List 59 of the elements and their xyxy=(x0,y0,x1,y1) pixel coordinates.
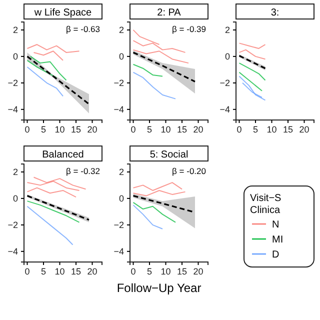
annotation: β = -0.63 xyxy=(66,24,100,34)
x-tick-label: 10 xyxy=(160,266,171,276)
x-tick-label: 10 xyxy=(160,124,171,134)
chart-title: w Life Space xyxy=(33,8,92,18)
y-tick-label: 2 xyxy=(224,24,230,35)
y-tick-label: 0 xyxy=(118,51,124,62)
x-tick-label: 0 xyxy=(236,124,242,134)
x-tick-label: 20 xyxy=(299,124,310,134)
x-tick-label: 15 xyxy=(176,266,188,276)
y-tick-label: −2 xyxy=(114,78,124,88)
y-tick-label: −2 xyxy=(220,78,230,88)
y-tick-label: −4 xyxy=(114,104,124,114)
y-tick-label: 0 xyxy=(12,193,18,204)
y-tick-label: 2 xyxy=(12,166,18,177)
x-tick-label: 10 xyxy=(266,124,277,134)
chart-title: 3: xyxy=(270,8,280,18)
x-axis-title: Follow−Up Year xyxy=(116,281,202,295)
x-tick-label: 5 xyxy=(252,124,258,134)
y-tick-label: −4 xyxy=(8,104,18,114)
chart-title: 5: Social xyxy=(150,150,188,160)
x-tick-label: 5 xyxy=(40,124,46,134)
x-tick-label: 20 xyxy=(193,124,204,134)
y-tick-label: −4 xyxy=(114,246,124,256)
x-tick-label: 10 xyxy=(54,124,65,134)
x-tick-label: 20 xyxy=(87,266,98,276)
x-tick-label: 0 xyxy=(24,266,30,276)
x-tick-label: 10 xyxy=(54,266,65,276)
y-tick-label: −2 xyxy=(8,220,18,230)
legend-title: Visit−S Clinica xyxy=(250,193,282,216)
y-tick-label: 0 xyxy=(118,193,124,204)
y-tick-label: −4 xyxy=(8,246,18,256)
y-tick-label: −4 xyxy=(220,104,230,114)
y-tick-label: 0 xyxy=(12,51,18,62)
y-tick-label: 2 xyxy=(12,24,18,35)
annotation: β = -0.39 xyxy=(172,24,206,34)
y-tick-label: 2 xyxy=(118,24,124,35)
legend-label: N xyxy=(272,220,280,230)
x-tick-label: 5 xyxy=(146,124,152,134)
x-tick-label: 15 xyxy=(282,124,294,134)
x-tick-label: 20 xyxy=(87,124,98,134)
y-tick-label: −2 xyxy=(8,78,18,88)
legend-label: MI xyxy=(272,234,284,246)
x-tick-label: 0 xyxy=(130,266,136,276)
y-tick-label: 0 xyxy=(224,51,230,62)
x-tick-label: 0 xyxy=(24,124,30,134)
chart-title: 2: PA xyxy=(157,8,182,18)
chart-title: Balanced xyxy=(42,150,84,160)
annotation: β = -0.20 xyxy=(172,166,206,176)
x-tick-label: 20 xyxy=(193,266,204,276)
x-tick-label: 5 xyxy=(146,266,152,276)
x-tick-label: 15 xyxy=(70,266,82,276)
x-tick-label: 15 xyxy=(70,124,82,134)
x-tick-label: 0 xyxy=(130,124,136,134)
x-tick-label: 5 xyxy=(40,266,46,276)
y-tick-label: 2 xyxy=(118,166,124,177)
annotation: β = -0.32 xyxy=(66,166,100,176)
x-tick-label: 15 xyxy=(176,124,188,134)
y-tick-label: −2 xyxy=(114,220,124,230)
legend-label: D xyxy=(272,250,280,260)
